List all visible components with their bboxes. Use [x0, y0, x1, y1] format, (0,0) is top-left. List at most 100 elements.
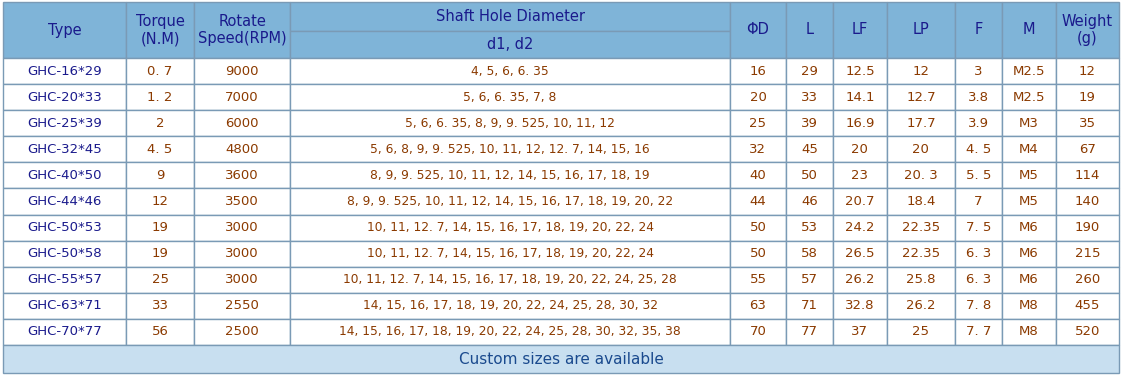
Bar — [833, 241, 886, 267]
Bar — [787, 110, 833, 136]
Bar — [194, 267, 291, 293]
Text: GHC-50*53: GHC-50*53 — [27, 221, 102, 234]
Bar — [787, 58, 833, 84]
Bar — [886, 162, 955, 189]
Text: 26.2: 26.2 — [907, 299, 936, 312]
Bar — [3, 214, 126, 241]
Text: 3600: 3600 — [226, 169, 259, 182]
Bar — [729, 110, 787, 136]
Bar — [787, 162, 833, 189]
Bar — [955, 189, 1002, 214]
Text: 6. 3: 6. 3 — [966, 247, 991, 260]
Bar — [194, 84, 291, 110]
Bar — [833, 136, 886, 162]
Bar — [729, 162, 787, 189]
Text: 53: 53 — [801, 221, 818, 234]
Text: L: L — [806, 22, 813, 38]
Bar — [729, 136, 787, 162]
Bar — [833, 319, 886, 345]
Text: Custom sizes are available: Custom sizes are available — [459, 351, 663, 366]
Text: 45: 45 — [801, 143, 818, 156]
Text: 8, 9, 9. 525, 10, 11, 12, 14, 15, 16, 17, 18, 19: 8, 9, 9. 525, 10, 11, 12, 14, 15, 16, 17… — [370, 169, 650, 182]
Bar — [291, 162, 729, 189]
Bar — [1002, 189, 1056, 214]
Bar — [194, 136, 291, 162]
Text: 114: 114 — [1075, 169, 1100, 182]
Bar — [955, 2, 1002, 58]
Bar — [886, 136, 955, 162]
Text: 25: 25 — [912, 326, 929, 339]
Bar — [126, 2, 194, 58]
Bar — [729, 214, 787, 241]
Bar — [291, 31, 729, 58]
Text: M8: M8 — [1019, 326, 1039, 339]
Text: 8, 9, 9. 525, 10, 11, 12, 14, 15, 16, 17, 18, 19, 20, 22: 8, 9, 9. 525, 10, 11, 12, 14, 15, 16, 17… — [347, 195, 673, 208]
Bar — [194, 162, 291, 189]
Text: 12: 12 — [1079, 64, 1096, 78]
Text: 9: 9 — [156, 169, 164, 182]
Text: 14, 15, 16, 17, 18, 19, 20, 22, 24, 25, 28, 30, 32: 14, 15, 16, 17, 18, 19, 20, 22, 24, 25, … — [362, 299, 657, 312]
Text: 19: 19 — [151, 221, 168, 234]
Bar — [291, 241, 729, 267]
Text: 17.7: 17.7 — [907, 117, 936, 130]
Text: 3.9: 3.9 — [968, 117, 988, 130]
Text: 71: 71 — [801, 299, 818, 312]
Text: 0. 7: 0. 7 — [147, 64, 173, 78]
Text: 58: 58 — [801, 247, 818, 260]
Bar — [194, 293, 291, 319]
Bar — [886, 241, 955, 267]
Text: M: M — [1022, 22, 1034, 38]
Bar — [886, 2, 955, 58]
Text: 16: 16 — [749, 64, 766, 78]
Text: GHC-16*29: GHC-16*29 — [27, 64, 102, 78]
Text: 63: 63 — [749, 299, 766, 312]
Text: 12.5: 12.5 — [845, 64, 875, 78]
Text: 26.2: 26.2 — [845, 273, 875, 286]
Text: M8: M8 — [1019, 299, 1039, 312]
Bar — [126, 84, 194, 110]
Text: GHC-32*45: GHC-32*45 — [27, 143, 102, 156]
Text: 5. 5: 5. 5 — [966, 169, 991, 182]
Text: 35: 35 — [1079, 117, 1096, 130]
Bar — [1056, 110, 1119, 136]
Text: 1. 2: 1. 2 — [147, 91, 173, 104]
Bar — [291, 189, 729, 214]
Bar — [1002, 293, 1056, 319]
Bar — [1056, 2, 1119, 58]
Bar — [126, 293, 194, 319]
Bar — [886, 214, 955, 241]
Bar — [955, 241, 1002, 267]
Bar — [1002, 319, 1056, 345]
Bar — [787, 189, 833, 214]
Text: 5, 6, 8, 9, 9. 525, 10, 11, 12, 12. 7, 14, 15, 16: 5, 6, 8, 9, 9. 525, 10, 11, 12, 12. 7, 1… — [370, 143, 650, 156]
Bar — [833, 293, 886, 319]
Bar — [3, 267, 126, 293]
Text: M5: M5 — [1019, 195, 1039, 208]
Bar — [194, 189, 291, 214]
Bar — [1002, 58, 1056, 84]
Text: 19: 19 — [151, 247, 168, 260]
Bar — [3, 84, 126, 110]
Bar — [291, 84, 729, 110]
Bar — [126, 267, 194, 293]
Text: GHC-50*58: GHC-50*58 — [27, 247, 102, 260]
Bar — [1056, 162, 1119, 189]
Text: 20: 20 — [912, 143, 929, 156]
Text: LF: LF — [852, 22, 868, 38]
Bar — [291, 319, 729, 345]
Text: 3.8: 3.8 — [968, 91, 988, 104]
Bar — [833, 189, 886, 214]
Bar — [126, 241, 194, 267]
Bar — [3, 136, 126, 162]
Text: Torque
(N.M): Torque (N.M) — [136, 14, 184, 46]
Text: 56: 56 — [151, 326, 168, 339]
Text: 12.7: 12.7 — [907, 91, 936, 104]
Text: 7. 7: 7. 7 — [966, 326, 991, 339]
Text: 5, 6, 6. 35, 7, 8: 5, 6, 6. 35, 7, 8 — [463, 91, 557, 104]
Text: 6000: 6000 — [226, 117, 259, 130]
Text: 3500: 3500 — [226, 195, 259, 208]
Bar — [833, 84, 886, 110]
Bar — [291, 293, 729, 319]
Bar — [886, 58, 955, 84]
Text: 20: 20 — [749, 91, 766, 104]
